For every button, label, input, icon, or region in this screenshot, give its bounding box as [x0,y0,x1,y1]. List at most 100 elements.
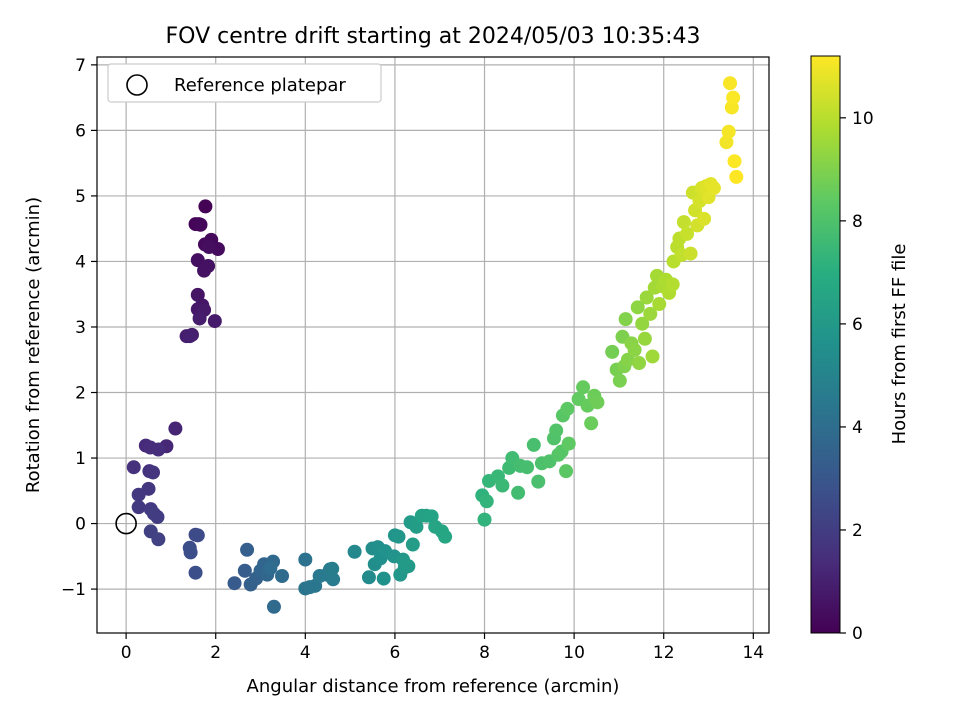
data-point [576,380,591,395]
data-point [639,290,654,305]
x-tick-label: 14 [742,643,764,663]
x-tick-label: 4 [300,643,311,663]
x-tick-label: 10 [563,643,585,663]
data-point [479,494,494,509]
data-point [401,559,416,574]
data-point [190,253,205,268]
data-point [151,442,166,457]
data-point [361,570,376,585]
data-point [227,576,242,591]
data-point [131,487,146,502]
x-tick-label: 12 [653,643,675,663]
legend-reference-marker [126,74,148,96]
data-point [683,246,698,261]
data-point [151,532,166,547]
data-point [182,329,197,344]
colorbar-ticks: 0 2 4 6 8 10 [840,109,874,644]
data-point [198,199,213,214]
data-point [190,528,205,543]
data-point [197,263,212,278]
legend-label: Reference platepar [174,75,346,96]
x-tick-label: 0 [121,643,132,663]
data-point [192,311,207,326]
data-point [511,485,526,500]
data-point [168,421,183,436]
data-point [193,217,208,232]
data-point [719,135,734,150]
data-point [409,519,424,534]
colorbar-tick-label: 10 [852,109,874,129]
y-tick-label: 1 [75,449,86,469]
data-point [131,500,146,515]
legend-box [107,63,382,103]
data-point [325,561,340,576]
chart-title: FOV centre drift starting at 2024/05/03 … [166,24,701,49]
data-point [637,331,652,346]
data-point [150,510,165,525]
data-point [630,300,645,315]
data-point [405,537,420,552]
data-point [237,563,252,578]
data-point [680,226,695,241]
y-tick-label: 6 [75,121,86,141]
data-point [190,287,205,302]
data-point [723,76,738,91]
data-point [126,460,141,475]
colorbar-tick-label: 6 [852,315,863,335]
data-point [376,571,391,586]
y-tick-label: 0 [75,515,86,535]
colorbar-tick-label: 8 [852,212,863,232]
data-point [729,169,744,184]
data-point [263,561,278,576]
data-point [495,478,510,493]
data-point [632,356,647,371]
data-point [146,465,160,480]
data-point [635,316,650,331]
data-point [605,344,620,359]
colorbar: 0 2 4 6 8 10 Hours from first FF file [810,55,910,644]
data-point [183,545,198,560]
data-point [627,342,642,357]
data-point [438,529,453,544]
data-point [643,306,658,321]
data-point [590,395,605,410]
data-point [697,211,712,226]
data-point [665,277,680,292]
data-point [188,565,203,580]
y-tick-label: 7 [75,56,86,76]
y-tick-label: 4 [75,252,86,272]
data-point [559,464,574,479]
y-tick-label: −1 [61,580,86,600]
reference-platepar-marker [115,512,137,535]
data-point [645,349,660,364]
x-tick-label: 2 [210,643,221,663]
colorbar-tick-label: 4 [852,418,863,438]
data-point [727,154,742,169]
y-axis-label: Rotation from reference (arcmin) [23,197,44,493]
data-point [477,512,492,527]
data-point [275,568,290,583]
colorbar-label: Hours from first FF file [889,244,910,445]
data-point [549,423,564,438]
y-tick-label: 2 [75,384,86,404]
grid [97,57,769,633]
data-point [266,599,281,614]
x-axis-ticks: 0 2 4 6 8 10 12 14 [121,633,764,663]
y-tick-label: 3 [75,318,86,338]
data-point [526,437,541,452]
data-point [560,401,575,416]
data-point [652,297,667,312]
data-point [721,124,736,139]
colorbar-gradient [810,55,841,634]
data-point [531,474,546,489]
data-point [706,181,721,196]
data-point [207,314,222,329]
data-point [298,552,313,567]
data-point [520,460,535,475]
colorbar-tick-label: 0 [852,624,863,644]
data-point [202,240,216,255]
data-point [618,312,633,327]
data-point [240,542,255,557]
x-tick-label: 6 [390,643,401,663]
